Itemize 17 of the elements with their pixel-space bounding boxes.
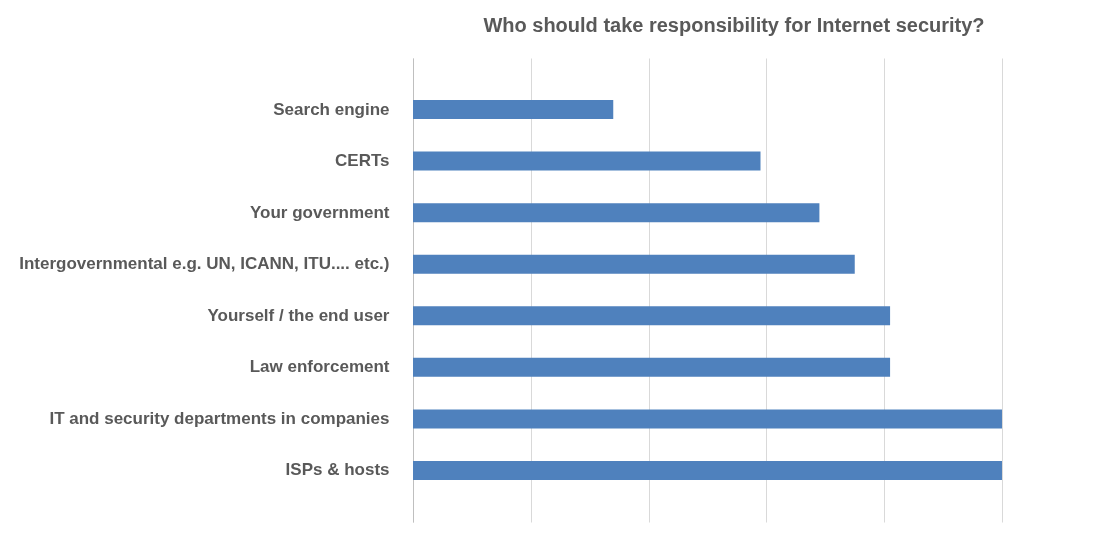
bar [413,306,891,326]
y-tick-label: Your government [250,202,390,222]
y-tick-label: IT and security departments in companies [49,408,390,428]
bar [413,100,614,120]
y-tick-label: Search engine [273,99,390,119]
y-tick-label: Law enforcement [249,357,390,377]
bar [413,409,1002,429]
y-tick-label: Intergovernmental e.g. UN, ICANN, ITU.... etc.) [19,254,390,274]
chart-title: Who should take responsibility for Internet security? [483,14,985,36]
bar [413,460,1002,480]
y-tick-label: Yourself / the end user [207,305,390,325]
y-tick-label: ISPs & hosts [285,460,390,480]
bar [413,203,820,223]
y-tick-label: CERTs [335,151,390,171]
bar [413,151,761,171]
bar [413,254,855,274]
bar [413,357,891,377]
